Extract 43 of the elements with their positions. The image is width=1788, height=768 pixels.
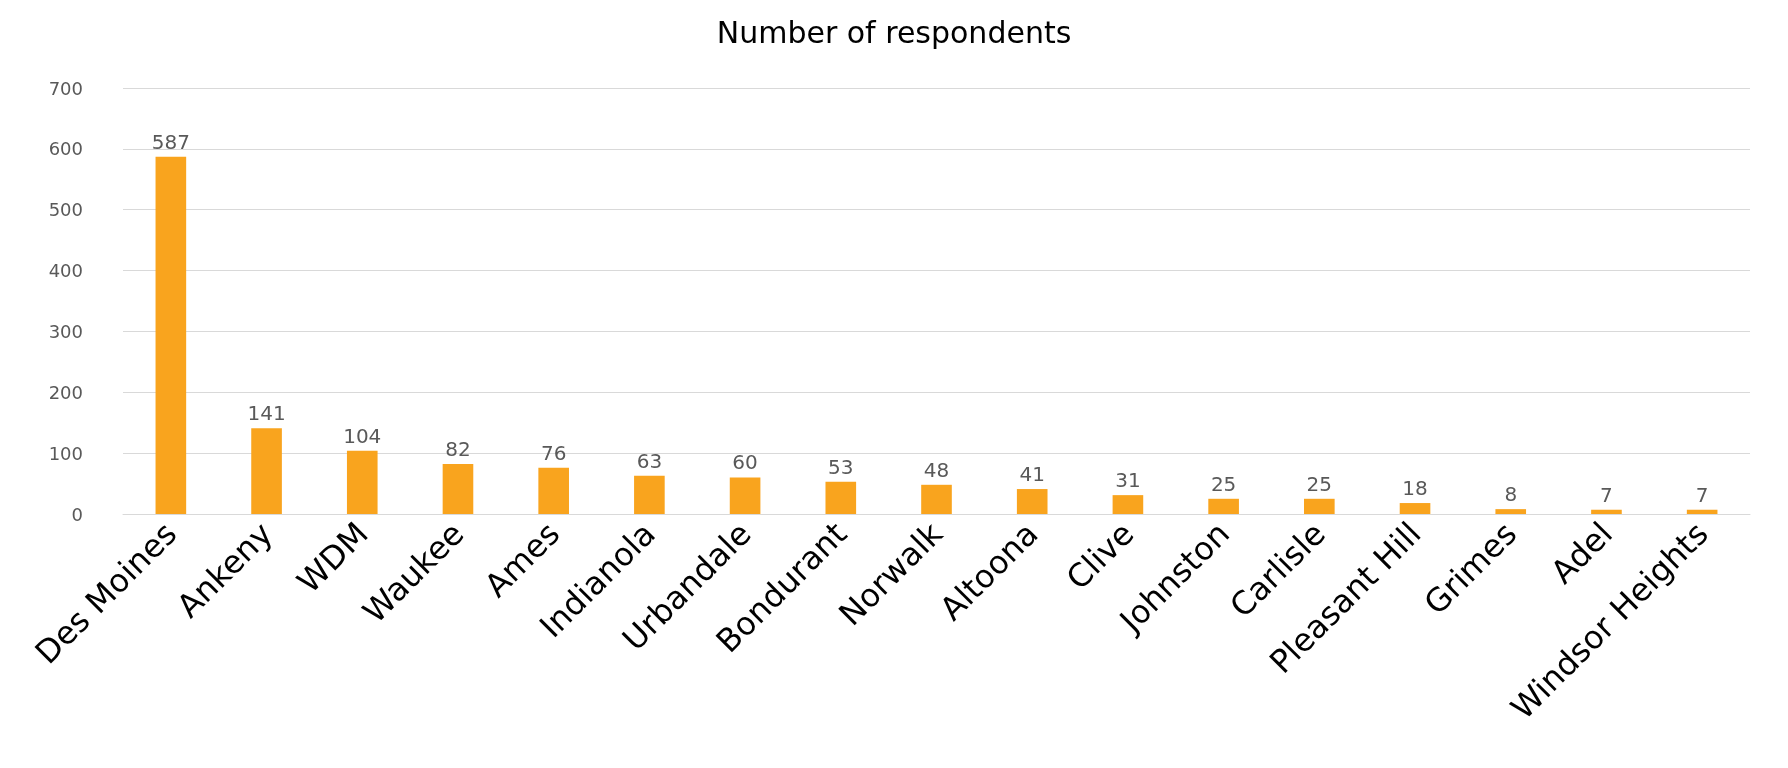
bar	[729, 477, 761, 514]
bar	[634, 475, 665, 514]
data-label: 60	[732, 450, 758, 475]
data-label: 18	[1402, 476, 1428, 501]
data-label: 31	[1115, 468, 1141, 493]
bar	[155, 156, 187, 514]
bar	[1591, 509, 1622, 514]
y-tick-label: 700	[48, 77, 83, 99]
bar	[1016, 489, 1048, 514]
bar	[1112, 495, 1144, 514]
bar	[1686, 509, 1718, 514]
bar	[442, 464, 474, 514]
data-label: 8	[1504, 482, 1518, 507]
data-label: 41	[1019, 462, 1045, 487]
y-tick-label: 600	[48, 138, 83, 160]
data-label: 7	[1600, 482, 1613, 507]
data-label: 7	[1695, 482, 1709, 507]
chart-title: Number of respondents	[716, 14, 1072, 50]
data-label: 141	[247, 401, 286, 426]
bar	[1304, 498, 1335, 514]
bar	[1495, 509, 1527, 514]
data-label: 25	[1306, 471, 1333, 496]
data-label: 82	[445, 437, 471, 462]
data-label: 63	[636, 448, 663, 473]
y-tick-label: 200	[48, 381, 83, 403]
y-tick-label: 300	[48, 320, 83, 342]
bar	[1208, 498, 1239, 514]
data-label: 76	[540, 440, 567, 465]
data-label: 25	[1210, 471, 1237, 496]
bar	[346, 450, 378, 514]
y-tick-label: 0	[71, 503, 83, 525]
bar	[538, 467, 569, 514]
y-tick-label: 100	[48, 442, 83, 464]
data-label: 104	[343, 423, 382, 448]
bar	[825, 481, 857, 514]
y-tick-label: 500	[48, 199, 83, 221]
bar	[1399, 503, 1431, 514]
y-tick-label: 400	[48, 260, 83, 282]
bar	[251, 428, 282, 514]
data-label: 48	[923, 457, 950, 482]
bar	[921, 484, 952, 514]
data-label: 53	[828, 454, 854, 479]
data-label: 587	[151, 129, 190, 154]
